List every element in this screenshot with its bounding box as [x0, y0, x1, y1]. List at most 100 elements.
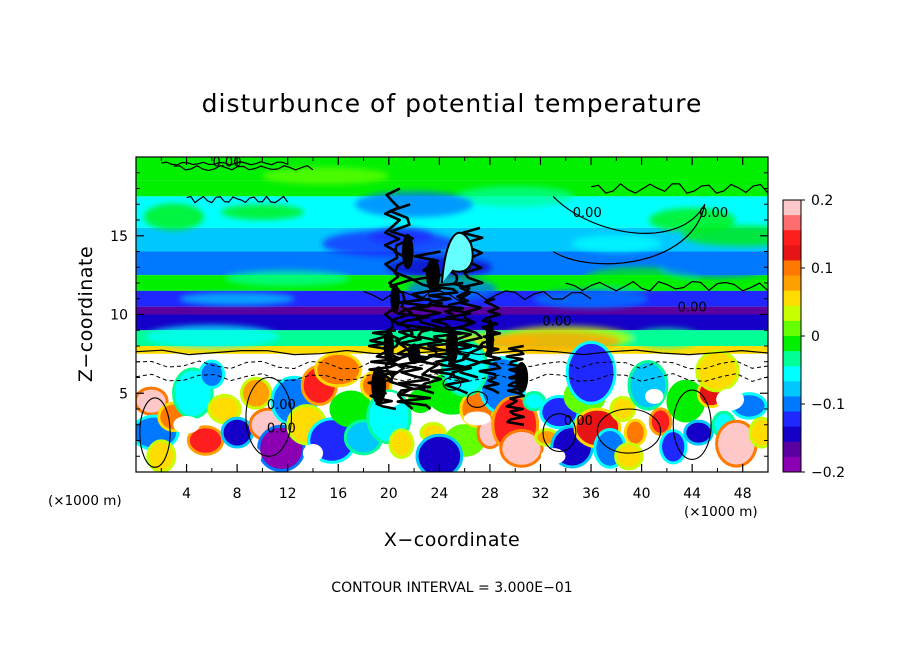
- contour-label: 0.00: [564, 414, 593, 429]
- neutral-gap: [463, 411, 491, 426]
- x-tick-label: 8: [233, 486, 242, 502]
- turbulent-cell: [659, 429, 688, 465]
- field-patch: [681, 172, 754, 190]
- field-patch: [143, 203, 204, 231]
- chart-title: disturbunce of potential temperature: [202, 89, 703, 118]
- colorbar-segment: [783, 441, 801, 458]
- plume-contour: [427, 281, 465, 379]
- layer-band: [136, 180, 768, 197]
- colorbar-segment: [783, 351, 801, 367]
- colorbar-segment: [783, 230, 801, 246]
- contour-loop: [466, 391, 488, 408]
- plume-contour: [458, 226, 484, 379]
- field-patch: [661, 256, 768, 278]
- contour-line: [590, 183, 768, 194]
- contour-loop: [542, 413, 577, 453]
- turbulent-cell: [748, 416, 768, 449]
- contour-label: 0.00: [699, 206, 728, 221]
- x-axis-label: X−coordinate: [384, 529, 520, 551]
- plume-core: [401, 233, 414, 270]
- colorbar-tick-label: 0: [811, 329, 820, 345]
- plume-core: [485, 318, 494, 358]
- x-tick-label: 28: [481, 486, 499, 502]
- turbulent-cell: [239, 376, 273, 410]
- plume-contour: [444, 266, 473, 395]
- field-patch: [220, 204, 304, 220]
- colorbar-segment: [783, 275, 801, 292]
- contour-loop: [245, 376, 293, 457]
- turbulent-cell: [623, 418, 647, 447]
- x-unit-right: (×1000 m): [684, 504, 758, 520]
- contour-label: 0.00: [213, 155, 242, 170]
- turbulent-cell: [136, 386, 169, 416]
- colorbar-segment: [783, 336, 801, 352]
- colorbar-segment: [783, 396, 801, 413]
- colorbar-segment: [783, 456, 801, 473]
- contour-line: [186, 195, 289, 204]
- plume-core: [390, 283, 400, 314]
- field-patch: [144, 325, 279, 349]
- x-tick-label: 36: [582, 486, 600, 502]
- colorbar-segment: [783, 411, 801, 428]
- neutral-gap: [645, 388, 664, 404]
- field-patch: [456, 186, 575, 207]
- contour-label: 0.00: [542, 315, 571, 330]
- neutral-gap: [302, 443, 324, 463]
- layer-band: [136, 314, 768, 331]
- x-tick-label: 20: [380, 486, 398, 502]
- contour-line: [552, 195, 706, 265]
- colorbar-segment: [783, 366, 801, 382]
- neutral-gap: [716, 388, 744, 411]
- y-tick-label: 15: [110, 229, 128, 245]
- contour-label: 0.00: [267, 422, 296, 437]
- colorbar-segment: [783, 290, 801, 307]
- turbulent-cell: [627, 360, 669, 411]
- contour-lines: 0.00 0.00 0.00 0.00 0.00 0.00 0.00 0.00: [136, 155, 768, 468]
- neutral-gap: [173, 415, 200, 434]
- plume-core: [371, 366, 387, 405]
- field-patch: [354, 191, 474, 218]
- contour-line: [565, 280, 768, 292]
- colorbar: 0.2 0.1 0 −0.1 −0.2: [782, 193, 845, 481]
- colorbar-segment: [783, 215, 801, 231]
- x-tick-label: 44: [683, 486, 701, 502]
- contour-line-dashed: [136, 360, 768, 370]
- x-tick-label: 40: [633, 486, 651, 502]
- plume-contour: [396, 297, 432, 410]
- colorbar-tick-label: −0.2: [811, 465, 845, 481]
- turbulent-cell: [388, 428, 415, 459]
- turbulent-cell: [499, 429, 544, 468]
- turbulent-cell: [314, 351, 363, 388]
- colorbar-segment: [783, 381, 801, 397]
- turbulent-cell: [683, 419, 714, 446]
- plume-core: [445, 326, 459, 366]
- x-tick-label: 24: [430, 486, 448, 502]
- turbulent-cell: [565, 340, 617, 405]
- turbulent-cell: [614, 442, 644, 471]
- plot-area: 0.00 0.00 0.00 0.00 0.00 0.00 0.00 0.00: [136, 155, 768, 472]
- contour-label: 0.00: [267, 398, 296, 413]
- y-tick-label: 10: [110, 308, 128, 324]
- colorbar-segment: [783, 200, 801, 216]
- anvil-contour: [440, 231, 474, 284]
- x-unit-left: (×1000 m): [48, 493, 122, 509]
- colorbar-segment: [783, 426, 801, 443]
- colorbar-segment: [783, 320, 801, 337]
- y-axis-label: Z−coordinate: [75, 246, 97, 382]
- colorbar-tick-label: 0.1: [811, 261, 833, 277]
- contour-interval-text: CONTOUR INTERVAL = 3.000E−01: [331, 580, 572, 596]
- contour-label: 0.00: [573, 206, 602, 221]
- plume-contour: [383, 187, 402, 379]
- field-patch: [262, 167, 390, 185]
- colorbar-tick-label: 0.2: [811, 193, 833, 209]
- contour-line: [173, 165, 314, 172]
- plume-contour: [388, 203, 414, 410]
- contour-loop: [672, 389, 712, 460]
- x-tick-label: 16: [329, 486, 347, 502]
- x-tick-label: 48: [734, 486, 752, 502]
- plume-contour: [505, 344, 526, 427]
- turbulent-cell: [415, 433, 464, 472]
- neutral-gap: [237, 445, 262, 467]
